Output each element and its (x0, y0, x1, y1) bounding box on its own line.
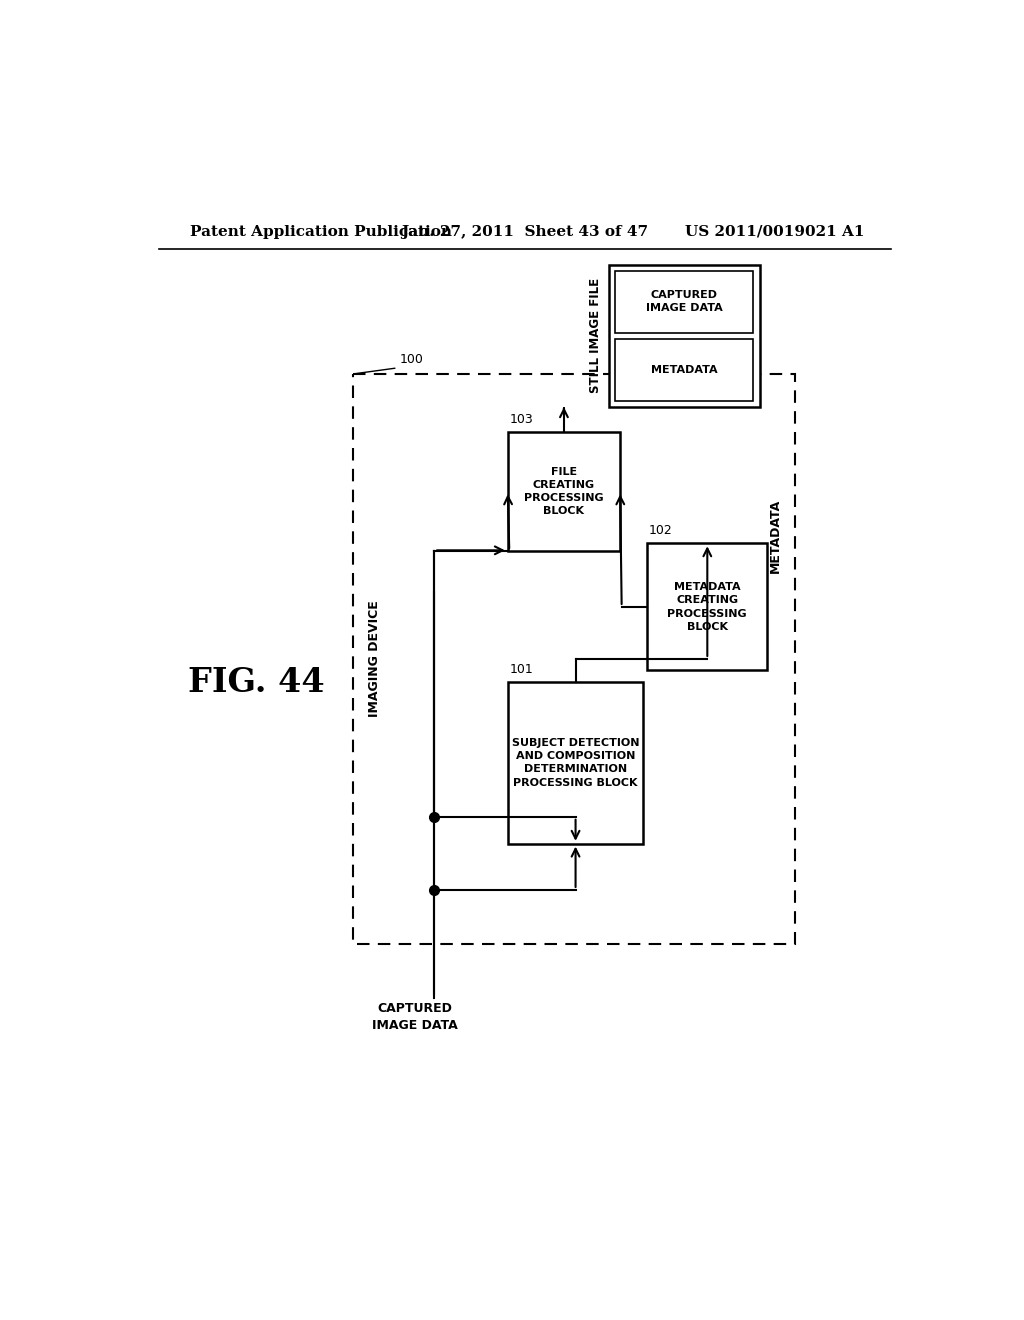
Text: SUBJECT DETECTION
AND COMPOSITION
DETERMINATION
PROCESSING BLOCK: SUBJECT DETECTION AND COMPOSITION DETERM… (512, 738, 639, 788)
Text: US 2011/0019021 A1: US 2011/0019021 A1 (685, 224, 864, 239)
Bar (614, 271, 754, 333)
Text: Patent Application Publication: Patent Application Publication (190, 224, 452, 239)
Text: METADATA
CREATING
PROCESSING
BLOCK: METADATA CREATING PROCESSING BLOCK (668, 582, 748, 632)
Text: 102: 102 (649, 524, 673, 537)
Bar (352, 374, 795, 944)
Text: 101: 101 (509, 663, 534, 676)
Text: METADATA: METADATA (769, 499, 781, 573)
Text: 100: 100 (399, 354, 423, 367)
Text: IMAGING DEVICE: IMAGING DEVICE (368, 601, 381, 717)
Text: Jan. 27, 2011  Sheet 43 of 47: Jan. 27, 2011 Sheet 43 of 47 (401, 224, 648, 239)
Bar (608, 264, 760, 407)
Text: CAPTURED
IMAGE DATA: CAPTURED IMAGE DATA (646, 290, 723, 313)
Text: CAPTURED
IMAGE DATA: CAPTURED IMAGE DATA (372, 1002, 458, 1031)
Text: FILE
CREATING
PROCESSING
BLOCK: FILE CREATING PROCESSING BLOCK (524, 467, 604, 516)
Text: 103: 103 (509, 413, 534, 425)
Bar (614, 339, 754, 401)
Text: FIG. 44: FIG. 44 (187, 665, 325, 698)
Text: STILL IMAGE FILE: STILL IMAGE FILE (589, 279, 602, 393)
Bar (508, 432, 621, 552)
Bar (508, 682, 643, 843)
Bar (647, 544, 767, 671)
Text: METADATA: METADATA (650, 364, 718, 375)
